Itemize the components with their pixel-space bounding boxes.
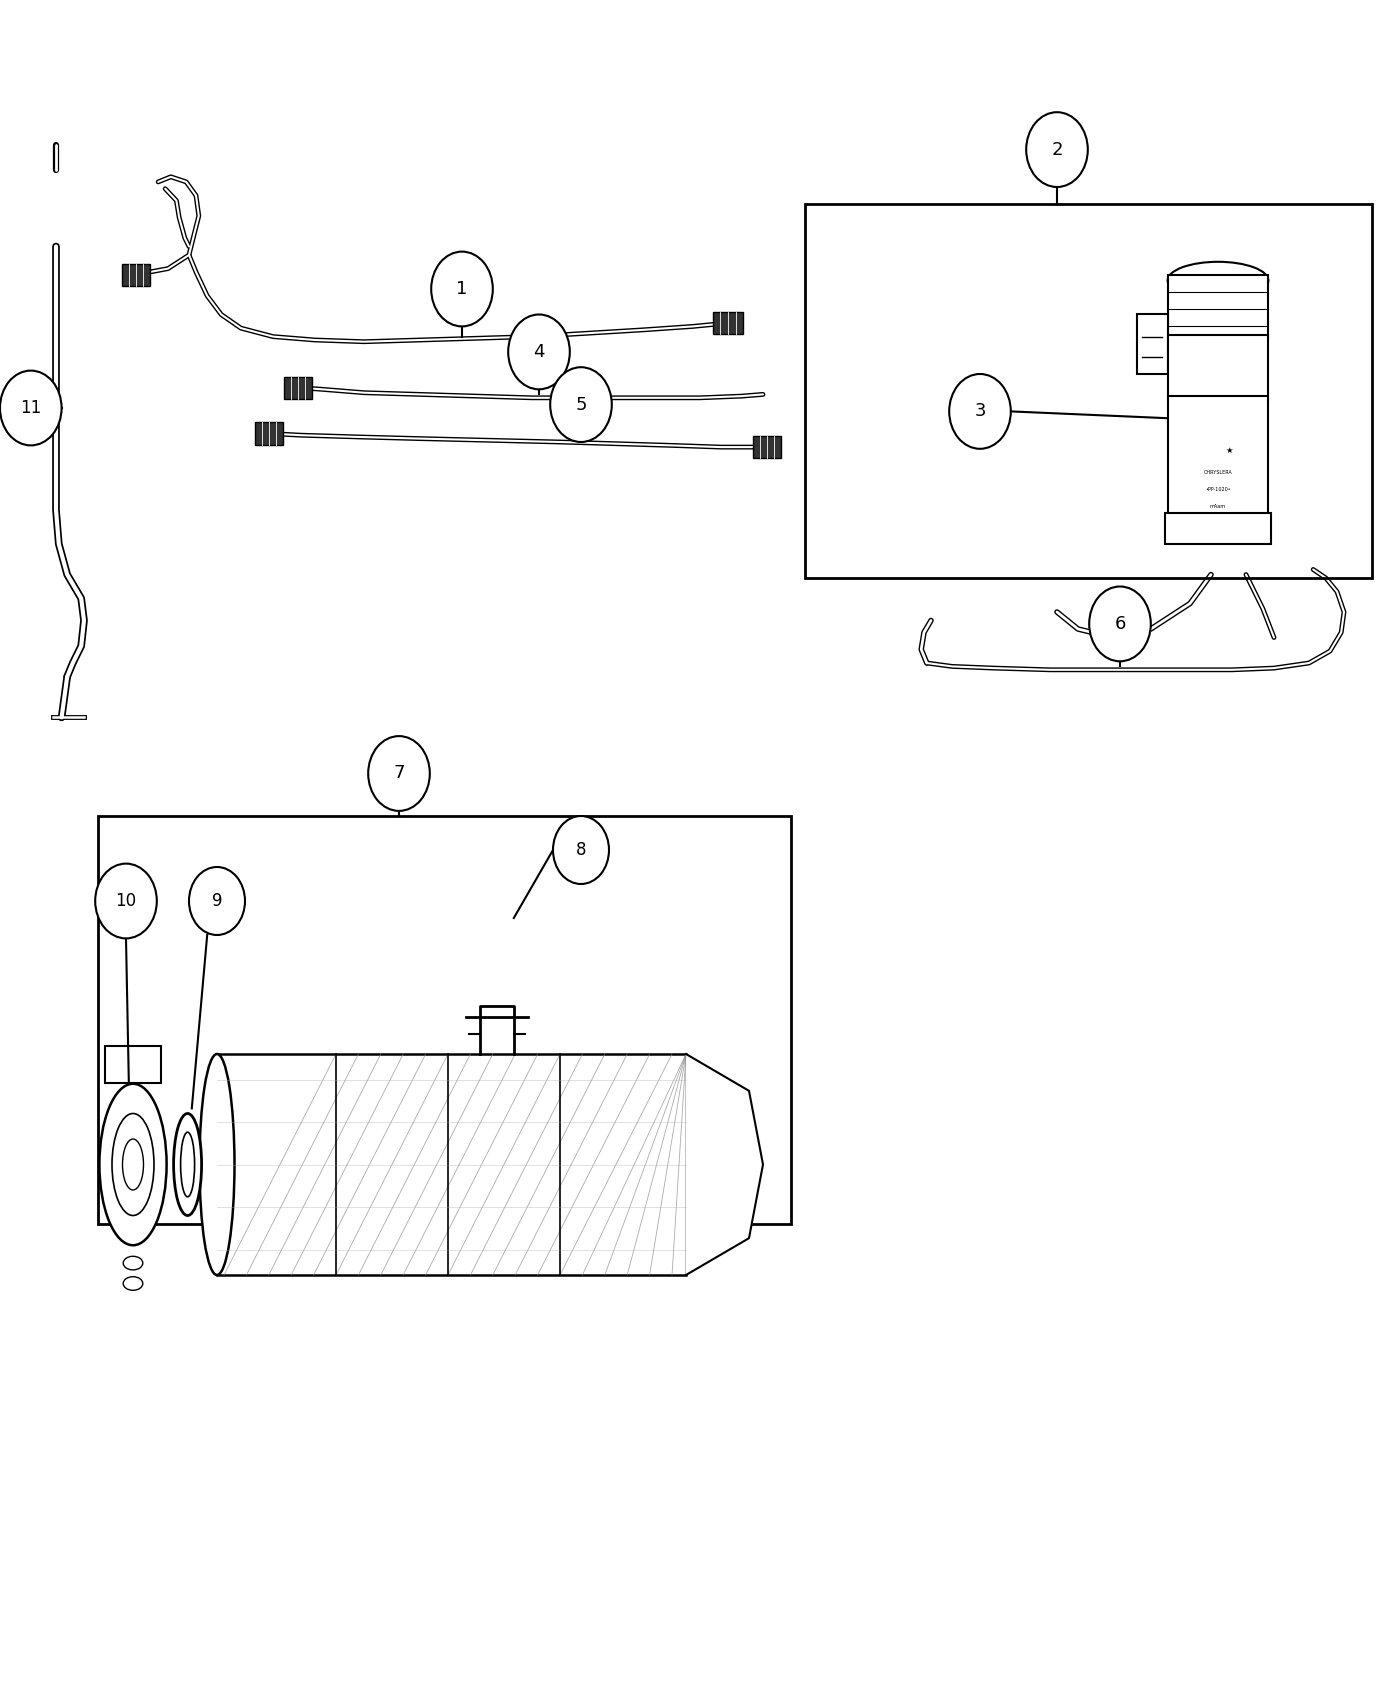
Text: •PP-1020•: •PP-1020• (1205, 488, 1231, 491)
Text: mAam: mAam (1210, 505, 1226, 508)
Circle shape (0, 371, 62, 445)
Ellipse shape (199, 1054, 235, 1275)
Ellipse shape (123, 1256, 143, 1270)
Bar (122, 265, 150, 287)
Text: 10: 10 (115, 892, 137, 910)
Circle shape (431, 252, 493, 326)
Bar (1168, 275, 1268, 340)
Text: 5: 5 (575, 396, 587, 413)
Bar (1165, 513, 1271, 544)
Text: 4: 4 (533, 343, 545, 360)
Text: 1: 1 (456, 280, 468, 297)
Circle shape (1026, 112, 1088, 187)
Ellipse shape (112, 1114, 154, 1216)
Ellipse shape (123, 1277, 143, 1290)
Circle shape (368, 736, 430, 811)
Text: 6: 6 (1114, 615, 1126, 632)
Ellipse shape (123, 1139, 143, 1190)
Text: 2: 2 (1051, 141, 1063, 158)
Circle shape (949, 374, 1011, 449)
Bar (1168, 335, 1268, 400)
Bar (98, 816, 791, 1224)
Circle shape (1089, 586, 1151, 661)
Ellipse shape (181, 1132, 195, 1197)
Circle shape (550, 367, 612, 442)
Bar (1137, 314, 1168, 374)
Bar (805, 204, 1372, 578)
Polygon shape (686, 1054, 763, 1275)
Text: CHRYSLERA: CHRYSLERA (1204, 471, 1232, 474)
Circle shape (508, 314, 570, 389)
Circle shape (189, 867, 245, 935)
Ellipse shape (174, 1114, 202, 1216)
Bar (217, 1054, 686, 1275)
Bar (713, 313, 743, 333)
Text: 11: 11 (20, 400, 42, 416)
Circle shape (553, 816, 609, 884)
Ellipse shape (1168, 262, 1268, 299)
Text: 3: 3 (974, 403, 986, 420)
Text: 7: 7 (393, 765, 405, 782)
Ellipse shape (99, 1085, 167, 1244)
Bar (284, 377, 312, 399)
Bar (753, 437, 781, 457)
Bar (1168, 396, 1268, 518)
Text: 8: 8 (575, 842, 587, 858)
Bar (255, 423, 283, 445)
Text: ★: ★ (1225, 445, 1233, 456)
Circle shape (95, 864, 157, 938)
Text: 9: 9 (211, 892, 223, 910)
Bar (105, 1046, 161, 1083)
